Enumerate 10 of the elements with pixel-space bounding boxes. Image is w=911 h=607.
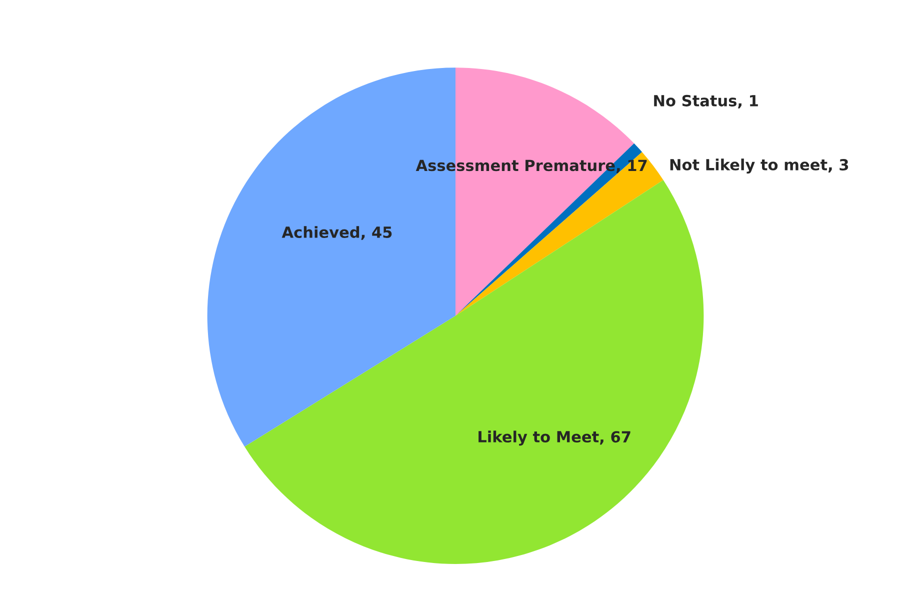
slice-label: Likely to Meet xyxy=(478,430,599,446)
data-label: , 45 xyxy=(361,226,392,240)
data-label: , 1 xyxy=(738,95,758,108)
pie-slice xyxy=(244,180,704,564)
data-label: , 17 xyxy=(616,160,647,174)
slice-label: No Status xyxy=(654,94,736,106)
data-label: , 67 xyxy=(600,431,630,445)
data-label: , 3 xyxy=(828,158,848,172)
slice-label: Not Likely to meet xyxy=(670,158,828,174)
slice-label: Achieved xyxy=(282,226,360,238)
